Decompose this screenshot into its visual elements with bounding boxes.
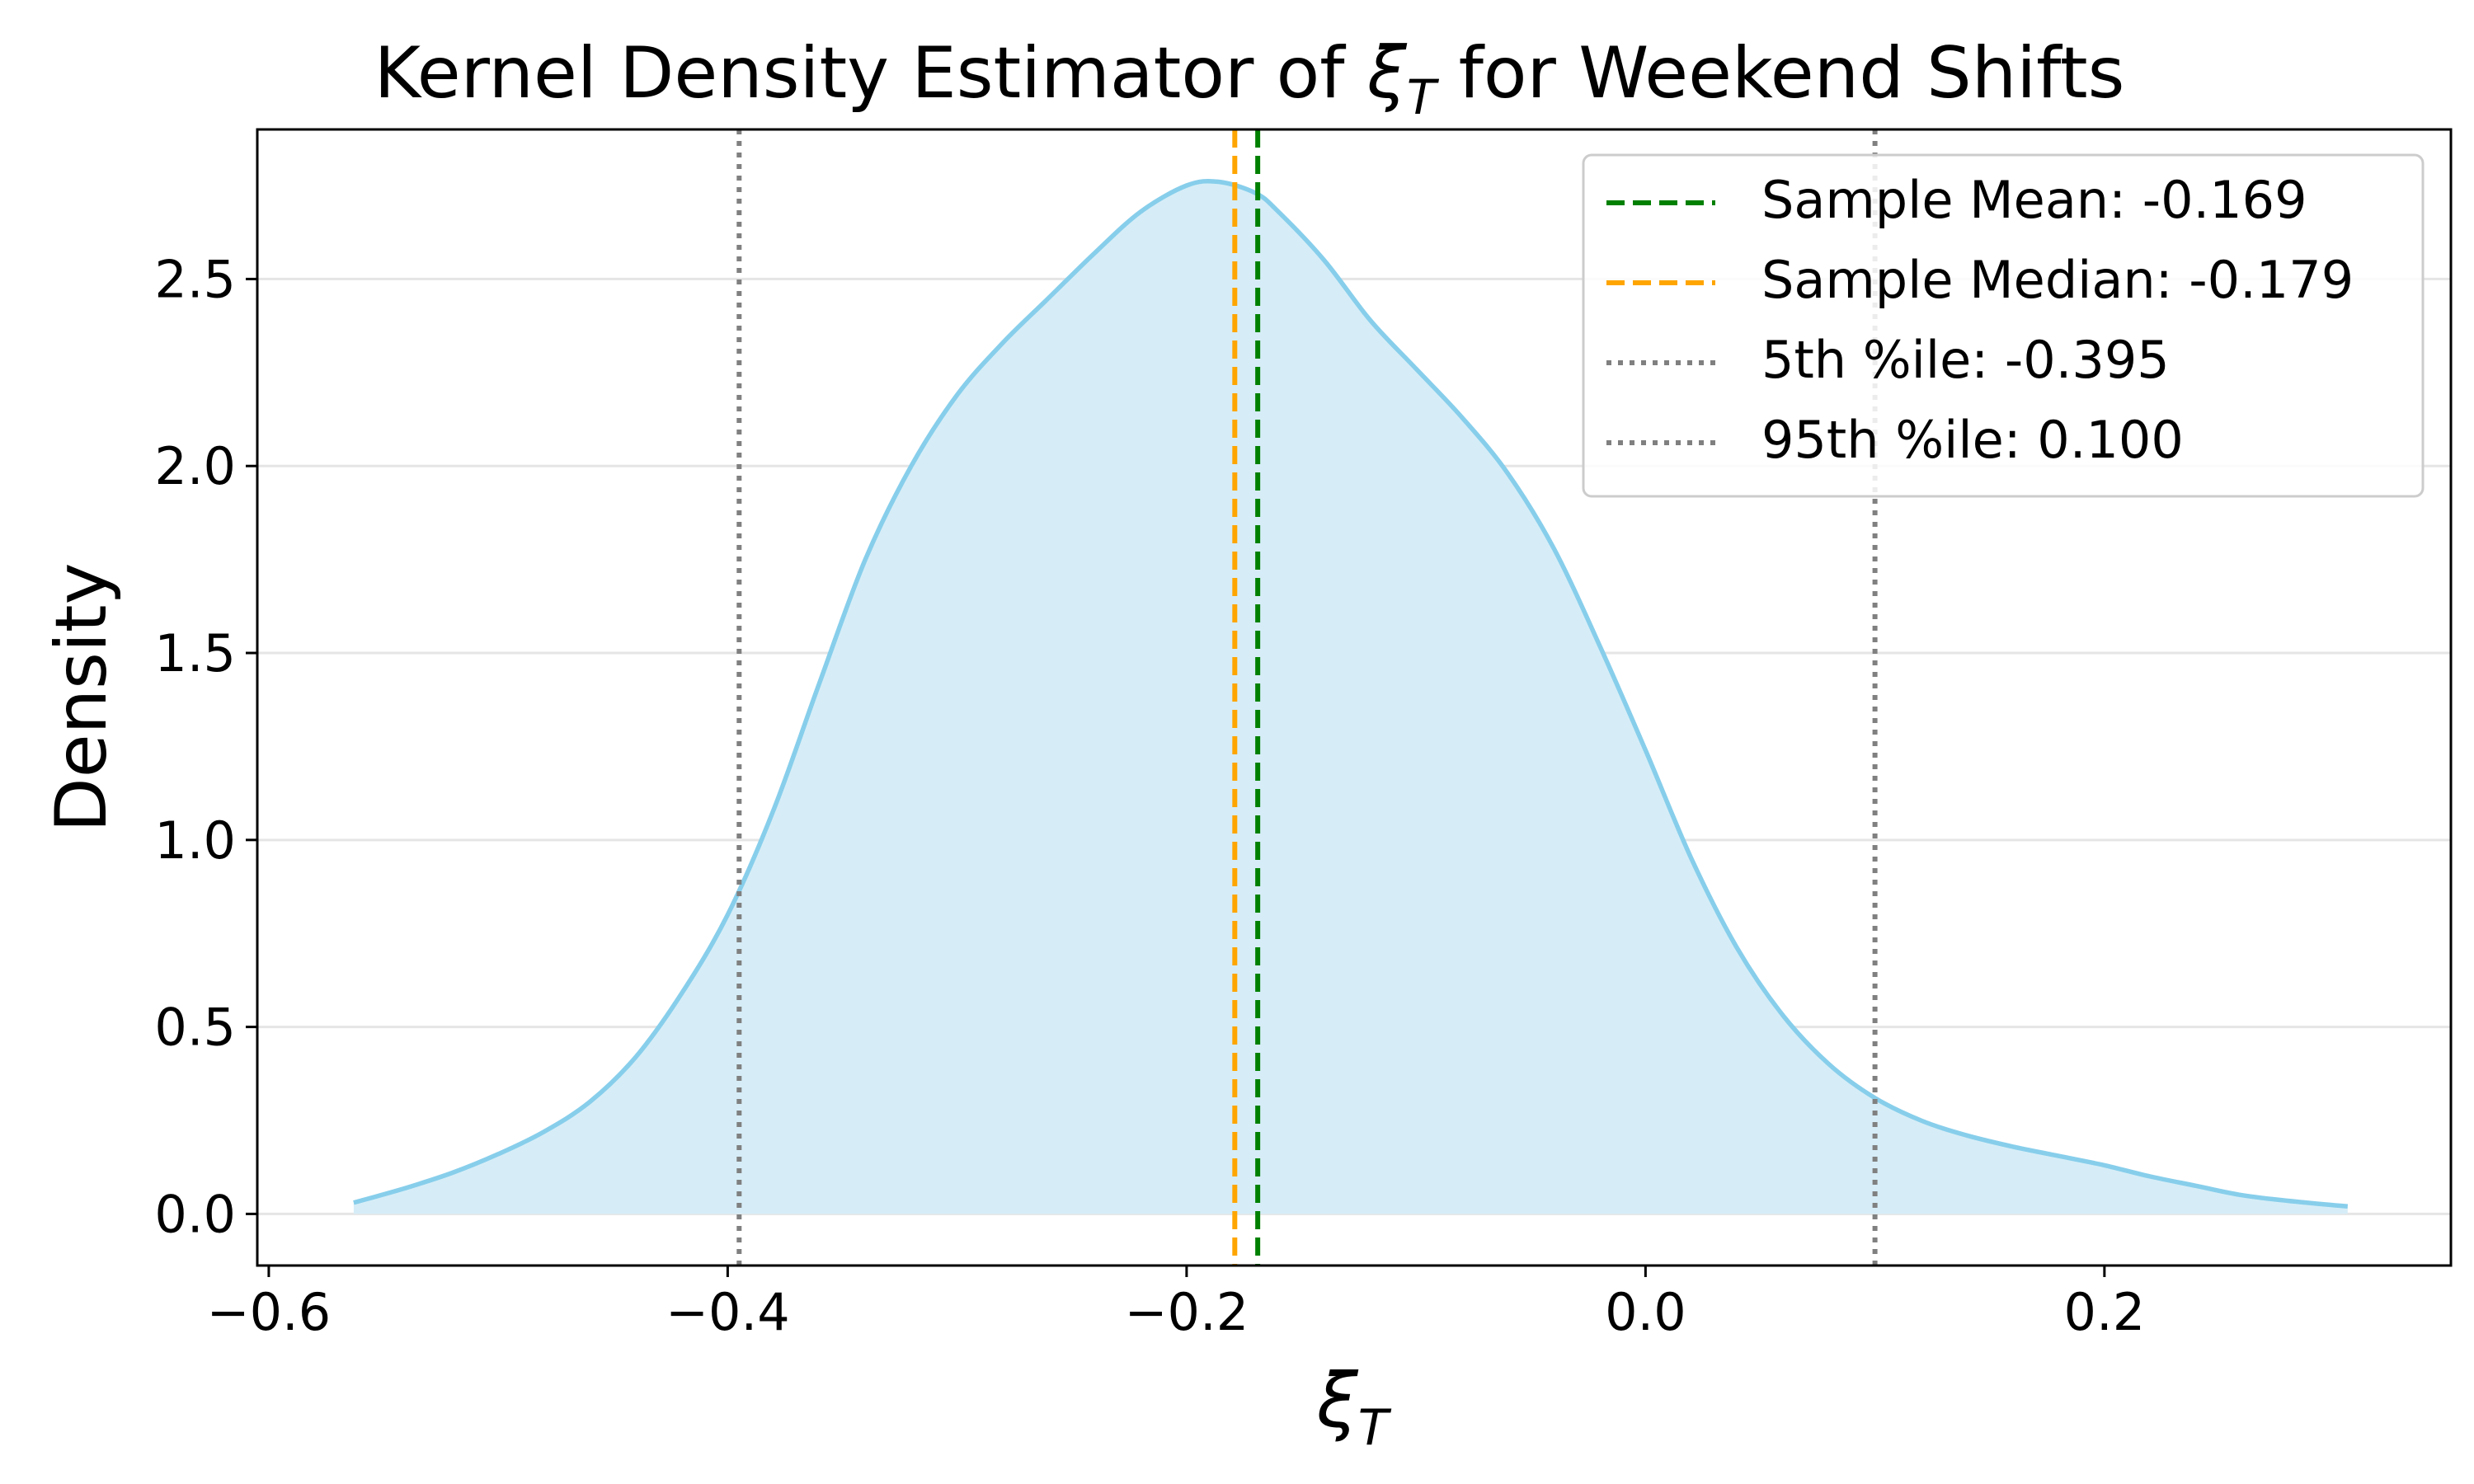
y-tick-label: 1.0 bbox=[154, 810, 236, 871]
axes: 0.0 0.5 1.0 1.5 2.0 2.5 −0.6 −0.4 −0.2 0.0 0.2 bbox=[154, 249, 2145, 1342]
y-tick-label: 1.5 bbox=[154, 623, 236, 683]
chart-title: Kernel Density Estimator of ξT for Weeke… bbox=[374, 32, 2125, 125]
x-tick-label: −0.4 bbox=[666, 1282, 790, 1342]
x-axis-subscript: T bbox=[1358, 1399, 1392, 1457]
legend-label-mean: Sample Mean: -0.169 bbox=[1761, 170, 2307, 230]
legend-label-median: Sample Median: -0.179 bbox=[1761, 250, 2354, 310]
chart-title-subscript: T bbox=[1407, 69, 1440, 125]
x-tick-label: 0.2 bbox=[2064, 1282, 2146, 1342]
kde-curve bbox=[353, 178, 2349, 1209]
legend-label-p5: 5th %ile: -0.395 bbox=[1761, 330, 2170, 390]
legend: Sample Mean: -0.169 Sample Median: -0.17… bbox=[1582, 153, 2425, 498]
chart-title-suffix: for Weekend Shifts bbox=[1436, 32, 2124, 115]
kde-fill bbox=[353, 181, 2348, 1214]
legend-box bbox=[1582, 153, 2425, 498]
y-tick-label: 2.5 bbox=[154, 249, 236, 309]
x-axis-label: ξT bbox=[1316, 1358, 1392, 1457]
legend-label-p95: 95th %ile: 0.100 bbox=[1761, 410, 2184, 470]
y-tick-label: 0.0 bbox=[154, 1184, 236, 1244]
x-axis-symbol: ξ bbox=[1316, 1358, 1359, 1444]
plot-frame bbox=[256, 128, 2453, 1267]
y-tick-label: 0.5 bbox=[154, 998, 236, 1058]
chart-title-symbol: ξ bbox=[1366, 32, 1408, 115]
chart-title-prefix: Kernel Density Estimator of bbox=[374, 32, 1367, 115]
y-tick-label: 2.0 bbox=[154, 436, 236, 496]
x-tick-label: 0.0 bbox=[1605, 1282, 1686, 1342]
y-axis-label: Density bbox=[40, 563, 123, 833]
x-tick-label: −0.6 bbox=[207, 1282, 332, 1342]
x-tick-label: −0.2 bbox=[1125, 1282, 1249, 1342]
